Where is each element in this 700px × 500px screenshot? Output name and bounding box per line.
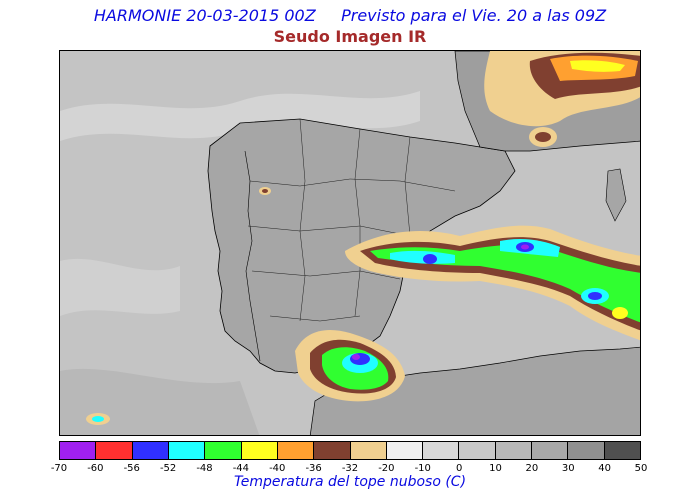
convective-cell-a-core — [423, 254, 437, 264]
cloud-top-south-peak — [352, 354, 360, 360]
colorbar-swatch — [168, 442, 206, 459]
colorbar-swatch — [60, 442, 97, 459]
cloud-band-west — [60, 258, 180, 316]
convective-cell-c-core — [588, 292, 602, 300]
regional-borders — [247, 118, 456, 322]
convective-band-warm — [370, 244, 640, 323]
cloud-top-ne-core — [570, 60, 625, 72]
colorbar-tick-label: 20 — [525, 463, 539, 474]
colorbar-swatch — [350, 442, 387, 459]
colorbar-tick-label: 50 — [634, 463, 648, 474]
colorbar-tick-label: -36 — [305, 463, 322, 474]
sardinia — [605, 168, 627, 222]
cloud-cell-small-ne-core — [535, 132, 551, 142]
colorbar-tick-label: 10 — [489, 463, 502, 474]
colorbar-tick-label: 0 — [455, 463, 463, 474]
colorbar-tick-label: -40 — [269, 463, 286, 474]
convective-cell-a — [390, 250, 455, 264]
colorbar-swatch — [205, 442, 242, 459]
forecast-map — [59, 50, 641, 436]
colorbar-tick-label: 40 — [598, 463, 611, 474]
colorbar-tick-label: -20 — [378, 463, 395, 474]
colorbar-swatch — [277, 442, 315, 459]
colorbar-swatch — [495, 442, 533, 459]
map-canvas — [60, 51, 640, 435]
portugal-border — [244, 150, 261, 362]
colorbar-tick-label: 30 — [561, 463, 575, 474]
colorbar-tick-label: -70 — [50, 463, 68, 474]
cloud-speck-west-core — [262, 189, 268, 193]
colorbar-tick-label: -32 — [341, 463, 359, 474]
colorbar-tick-label: -44 — [232, 463, 250, 474]
colorbar-swatch — [532, 442, 569, 459]
colorbar-tick-label: -56 — [123, 463, 140, 474]
temperature-colorbar — [59, 441, 641, 460]
colorbar-swatch — [132, 442, 169, 459]
colorbar-swatch — [314, 442, 351, 459]
colorbar-swatch — [96, 442, 133, 459]
colorbar-swatch — [459, 442, 496, 459]
colorbar-swatch — [568, 442, 605, 459]
cloud-cell-sw-core — [92, 416, 104, 422]
colorbar-tick-label: -60 — [87, 463, 104, 474]
map-subtitle: Seudo Imagen IR — [273, 27, 427, 46]
colorbar-swatch — [386, 442, 424, 459]
colorbar-swatch — [423, 442, 460, 459]
convective-cell-d — [612, 307, 628, 319]
cloud-top-south-core — [350, 353, 370, 365]
colorbar-tick-label: -52 — [159, 463, 177, 474]
colorbar-tick-label: -48 — [196, 463, 213, 474]
colorbar-tick-label: -10 — [414, 463, 431, 474]
colorbar-label: Temperatura del tope nuboso (C) — [233, 474, 467, 490]
convective-cell-b-peak — [521, 244, 529, 250]
map-title: HARMONIE 20-03-2015 00Z Previsto para el… — [93, 6, 607, 25]
cloud-band-north — [60, 91, 420, 141]
colorbar-swatch — [241, 442, 278, 459]
colorbar-swatch — [604, 442, 640, 459]
